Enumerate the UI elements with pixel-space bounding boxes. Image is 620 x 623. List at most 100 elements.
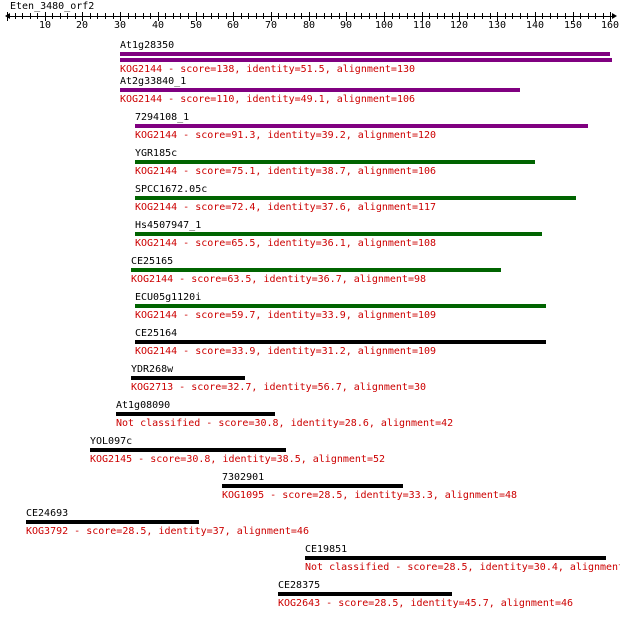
axis-minor-tick — [52, 13, 53, 19]
hit-bar[interactable] — [131, 376, 245, 380]
hit-name[interactable]: CE19851 — [305, 544, 348, 555]
axis-minor-tick — [444, 13, 445, 19]
axis-minor-tick — [105, 13, 106, 19]
hit-bar[interactable] — [120, 52, 610, 56]
hit-name[interactable]: At1g08090 — [116, 400, 171, 411]
axis-minor-tick — [30, 13, 31, 19]
axis-tick-label: 50 — [189, 20, 203, 31]
hit-name[interactable]: YGR185c — [135, 148, 178, 159]
axis-major-tick — [497, 12, 498, 21]
axis-minor-tick — [520, 13, 521, 19]
axis-major-tick — [573, 12, 574, 21]
axis-minor-tick — [150, 13, 151, 19]
hit-bar[interactable] — [116, 412, 275, 416]
hit-bar[interactable] — [305, 556, 606, 560]
axis-tick-label: 60 — [226, 20, 240, 31]
hit-bar[interactable] — [135, 340, 546, 344]
hit-info: KOG2144 - score=33.9, identity=31.2, ali… — [135, 346, 437, 357]
axis-major-tick — [82, 12, 83, 21]
hit-info: KOG2643 - score=28.5, identity=45.7, ali… — [278, 598, 574, 609]
axis-major-tick — [120, 12, 121, 21]
axis-minor-tick — [467, 13, 468, 19]
axis-minor-tick — [512, 13, 513, 19]
hit-info: KOG2144 - score=75.1, identity=38.7, ali… — [135, 166, 437, 177]
axis-minor-tick — [580, 13, 581, 19]
hit-info: KOG3792 - score=28.5, identity=37, align… — [26, 526, 309, 537]
hit-name[interactable]: CE25164 — [135, 328, 178, 339]
axis-minor-tick — [588, 13, 589, 19]
hit-bar[interactable] — [90, 448, 286, 452]
hit-bar[interactable] — [131, 268, 501, 272]
axis-minor-tick — [97, 13, 98, 19]
hit-bar[interactable] — [135, 232, 542, 236]
axis-minor-tick — [557, 13, 558, 19]
hit-info: KOG1095 - score=28.5, identity=33.3, ali… — [222, 490, 518, 501]
axis-minor-tick — [15, 13, 16, 19]
axis-major-tick — [7, 12, 8, 21]
axis-line — [7, 16, 615, 17]
axis-minor-tick — [429, 13, 430, 19]
hit-info: KOG2713 - score=32.7, identity=56.7, ali… — [131, 382, 427, 393]
hit-bar[interactable] — [135, 124, 588, 128]
axis-minor-tick — [437, 13, 438, 19]
hit-bar[interactable] — [278, 592, 452, 596]
hit-name[interactable]: CE25165 — [131, 256, 174, 267]
axis-minor-tick — [90, 13, 91, 19]
axis-minor-tick — [603, 13, 604, 19]
axis-major-tick — [346, 12, 347, 21]
hit-name[interactable]: YDR268w — [131, 364, 174, 375]
hit-bar[interactable] — [120, 88, 520, 92]
axis-minor-tick — [474, 13, 475, 19]
hit-info: Not classified - score=28.5, identity=30… — [305, 562, 620, 573]
axis-tick-label: 70 — [264, 20, 278, 31]
hit-bar[interactable] — [135, 196, 576, 200]
axis-minor-tick — [369, 13, 370, 19]
axis-minor-tick — [392, 13, 393, 19]
axis-right-arrow — [612, 13, 618, 19]
hit-name[interactable]: CE24693 — [26, 508, 69, 519]
hit-info: KOG2144 - score=65.5, identity=36.1, ali… — [135, 238, 437, 249]
hit-name[interactable]: YOL097c — [90, 436, 133, 447]
axis-tick-label: 150 — [563, 20, 583, 31]
axis-minor-tick — [542, 13, 543, 19]
axis-tick-label: 120 — [449, 20, 469, 31]
axis-minor-tick — [339, 13, 340, 19]
axis-minor-tick — [241, 13, 242, 19]
axis-tick-label: 130 — [487, 20, 507, 31]
axis-tick-label: 30 — [113, 20, 127, 31]
axis-minor-tick — [414, 13, 415, 19]
axis-minor-tick — [60, 13, 61, 19]
axis-tick-label: 90 — [339, 20, 353, 31]
axis-minor-tick — [301, 13, 302, 19]
axis-minor-tick — [37, 13, 38, 19]
axis-major-tick — [196, 12, 197, 21]
axis-tick-label: 160 — [600, 20, 620, 31]
axis-minor-tick — [188, 13, 189, 19]
query-title: Eten_3480_orf2 — [10, 1, 95, 12]
hit-bar[interactable] — [135, 160, 535, 164]
hit-info: Not classified - score=30.8, identity=28… — [116, 418, 454, 429]
hit-name[interactable]: SPCC1672.05c — [135, 184, 208, 195]
axis-minor-tick — [248, 13, 249, 19]
hit-bar-second[interactable] — [120, 58, 612, 62]
hit-name[interactable]: At1g28350 — [120, 40, 175, 51]
hit-name[interactable]: 7294108_1 — [135, 112, 190, 123]
axis-tick-label: 110 — [412, 20, 432, 31]
hit-name[interactable]: At2g33840_1 — [120, 76, 187, 87]
axis-minor-tick — [482, 13, 483, 19]
axis-minor-tick — [527, 13, 528, 19]
axis-tick-label: 100 — [374, 20, 394, 31]
axis-minor-tick — [399, 13, 400, 19]
hit-name[interactable]: Hs4507947_1 — [135, 220, 202, 231]
hit-bar[interactable] — [222, 484, 403, 488]
hit-name[interactable]: ECU05g1120i — [135, 292, 202, 303]
hit-bar[interactable] — [135, 304, 546, 308]
axis-minor-tick — [278, 13, 279, 19]
hit-bar[interactable] — [26, 520, 199, 524]
hit-name[interactable]: 7302901 — [222, 472, 265, 483]
axis-major-tick — [45, 12, 46, 21]
axis-minor-tick — [135, 13, 136, 19]
axis-minor-tick — [331, 13, 332, 19]
axis-minor-tick — [316, 13, 317, 19]
hit-name[interactable]: CE28375 — [278, 580, 321, 591]
